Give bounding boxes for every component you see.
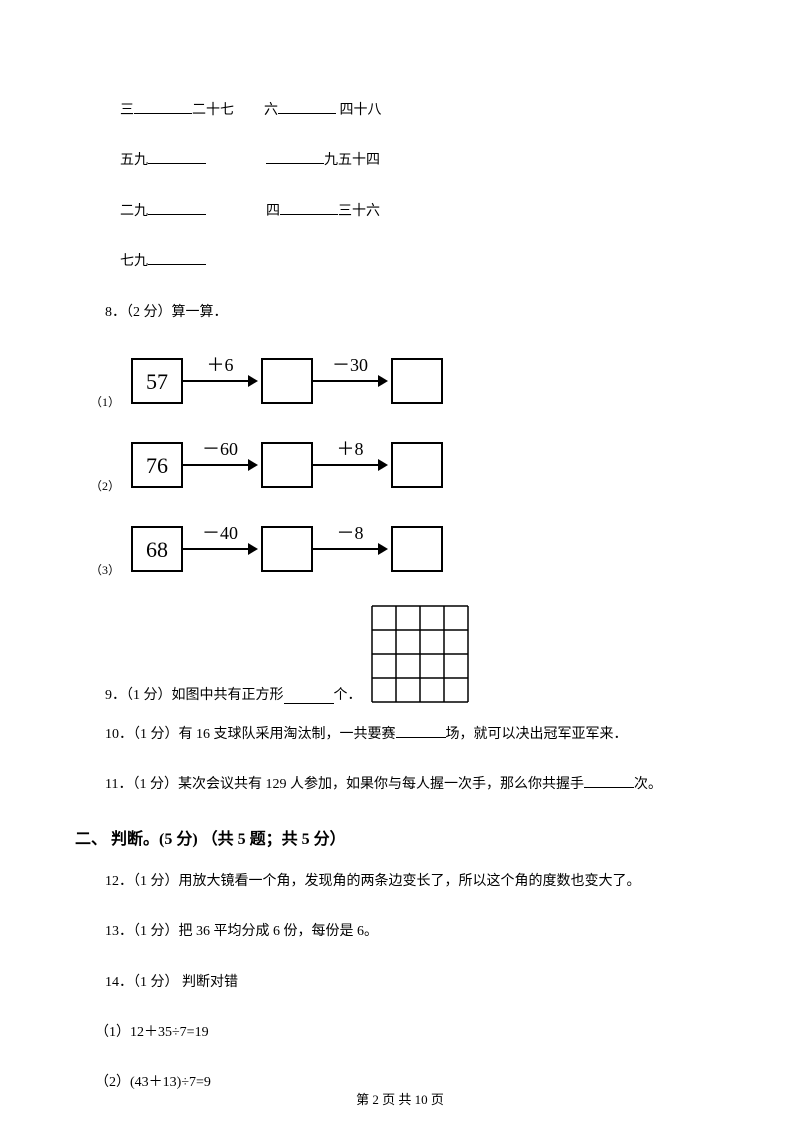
q11-text-b: 次。 — [634, 777, 662, 792]
q8-chain-3: （3） 68－40－8 — [120, 520, 740, 578]
svg-text:＋8: ＋8 — [337, 439, 364, 459]
text: 三 — [120, 103, 134, 118]
text: 六 — [264, 103, 278, 118]
sub-label: （3） — [90, 561, 120, 578]
blank[interactable] — [148, 251, 206, 265]
text: 四十八 — [340, 103, 382, 118]
blank[interactable] — [148, 150, 206, 164]
svg-text:－60: －60 — [202, 439, 238, 459]
q12-row: 12．（1 分）用放大镜看一个角，发现角的两条边变长了，所以这个角的度数也变大了… — [105, 871, 740, 893]
svg-text:－40: －40 — [202, 523, 238, 543]
blank[interactable] — [148, 201, 206, 215]
blank[interactable] — [396, 724, 446, 738]
fill-line-1: 三 二十七 六 四十八 — [120, 100, 740, 122]
chain-diagram-2: 76 －60 ＋8 — [128, 436, 488, 494]
chain-diagram-1: 57 ＋6 －30 — [128, 352, 488, 410]
grid-figure — [368, 604, 478, 704]
q14-label: 14．（1 分） 判断对错 — [105, 972, 740, 994]
section-2-heading: 二、 判断。(5 分) （共 5 题；共 5 分） — [75, 825, 740, 849]
q10-row: 10．（1 分）有 16 支球队采用淘汰制，一共要赛 场，就可以决出冠军亚军来． — [105, 724, 740, 746]
svg-text:76: 76 — [146, 453, 168, 478]
q10-text-a: 10．（1 分）有 16 支球队采用淘汰制，一共要赛 — [105, 727, 396, 742]
blank[interactable] — [278, 100, 336, 114]
svg-text:－30: －30 — [332, 355, 368, 375]
text: 二九 — [120, 204, 148, 219]
chain-diagram-3: 68 －40 －8 — [128, 520, 488, 578]
page-footer: 第 2 页 共 10 页 — [0, 1089, 800, 1108]
blank[interactable] — [266, 150, 324, 164]
text: 二十七 — [192, 103, 234, 118]
text: 三十六 — [338, 204, 380, 219]
sub-label: （2） — [90, 477, 120, 494]
fill-line-4: 七九 — [120, 251, 740, 273]
q13-row: 13．（1 分）把 36 平均分成 6 份，每份是 6。 — [105, 921, 740, 943]
svg-text:68: 68 — [146, 537, 168, 562]
blank[interactable] — [134, 100, 192, 114]
text: 七九 — [120, 254, 148, 269]
svg-text:＋6: ＋6 — [207, 355, 234, 375]
q9-row: 9．（1 分）如图中共有正方形 个． — [105, 604, 740, 704]
text: 九五十四 — [324, 153, 380, 168]
sub-label: （1） — [90, 393, 120, 410]
blank[interactable] — [280, 201, 338, 215]
q11-row: 11．（1 分）某次会议共有 129 人参加，如果你与每人握一次手，那么你共握手… — [105, 774, 740, 796]
svg-text:－8: －8 — [337, 523, 364, 543]
q9-text-a: 9．（1 分）如图中共有正方形 — [105, 684, 284, 704]
q8-label: 8．（2 分）算一算． — [105, 302, 740, 324]
q8-chain-1: （1） 57＋6－30 — [120, 352, 740, 410]
fill-line-2: 五九 九五十四 — [120, 150, 740, 172]
q14-sub1: （1）12＋35÷7=19 — [95, 1022, 740, 1044]
blank[interactable] — [284, 690, 334, 704]
blank[interactable] — [584, 774, 634, 788]
text: 五九 — [120, 153, 148, 168]
fill-line-3: 二九 四 三十六 — [120, 201, 740, 223]
q9-text-b: 个． — [334, 684, 362, 704]
q8-chain-2: （2） 76－60＋8 — [120, 436, 740, 494]
q10-text-b: 场，就可以决出冠军亚军来． — [446, 727, 628, 742]
text: 四 — [266, 204, 280, 219]
question-label: 8．（2 分）算一算． — [105, 305, 228, 320]
q11-text-a: 11．（1 分）某次会议共有 129 人参加，如果你与每人握一次手，那么你共握手 — [105, 777, 584, 792]
svg-text:57: 57 — [146, 369, 168, 394]
